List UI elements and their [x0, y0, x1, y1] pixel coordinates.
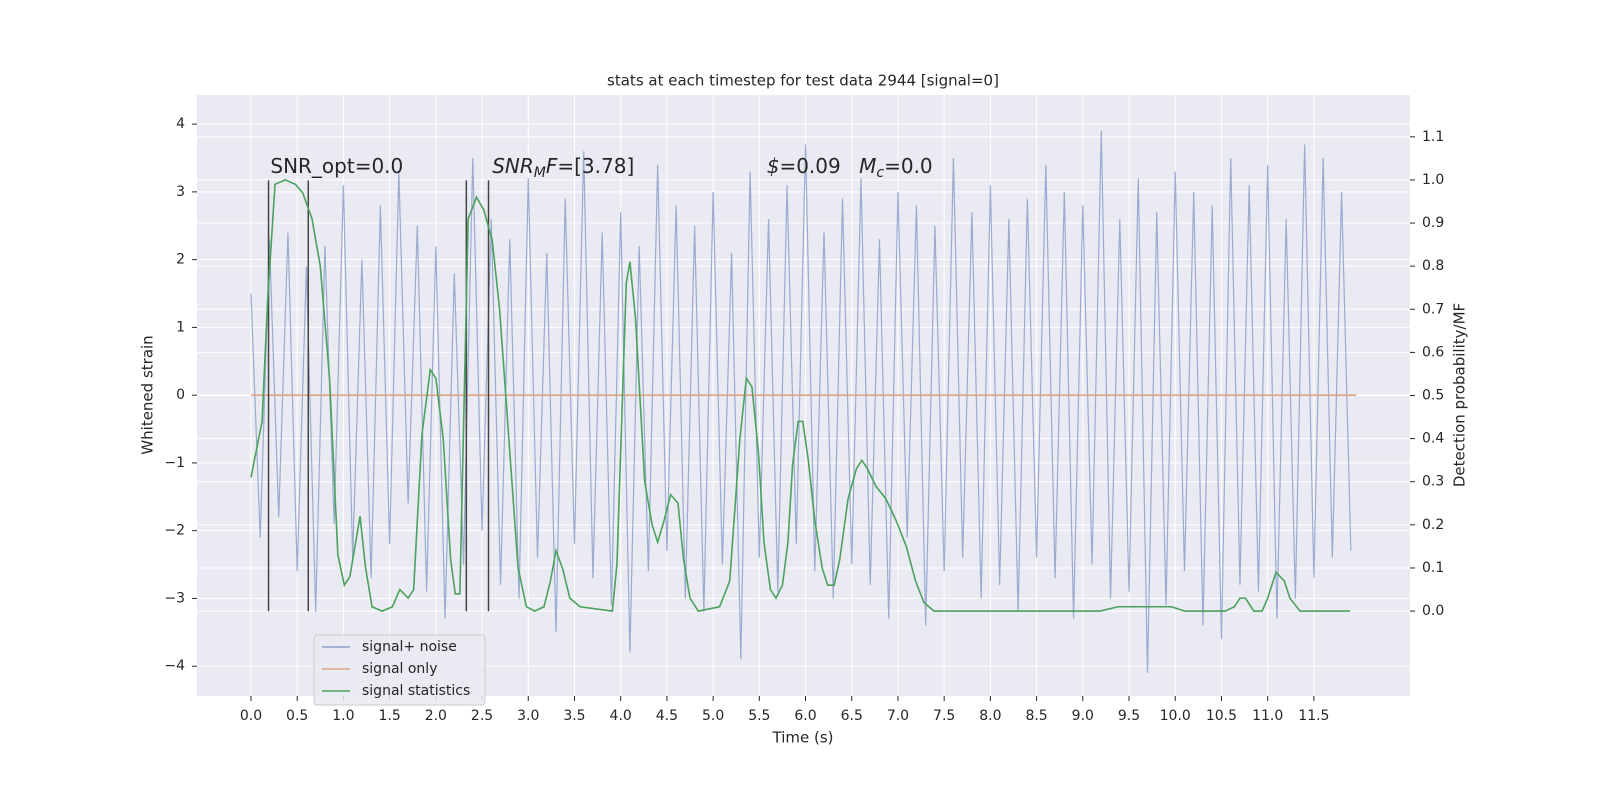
y2-tick-label: 0.5: [1422, 388, 1444, 404]
annotation: SNRMF=[3.78]: [492, 154, 634, 181]
annotation: SNR_opt=0.0: [270, 154, 403, 178]
x-tick-label: 11.5: [1298, 708, 1329, 724]
x-tick-label: 2.0: [425, 708, 447, 724]
y2-axis-label: Detection probability/MF: [1451, 303, 1469, 487]
annotation-part: c: [876, 164, 884, 180]
annotation-part: F: [546, 154, 558, 178]
series-line: [250, 179, 1350, 612]
y2-tick-label: 1.1: [1422, 129, 1444, 145]
y-tick-label: −1: [164, 455, 185, 471]
y2-tick-label: 0.9: [1422, 215, 1444, 231]
x-tick-label: 1.5: [378, 708, 400, 724]
x-tick-label: 0.5: [286, 708, 308, 724]
y2-tick-label: 0.2: [1422, 517, 1444, 533]
y2-tick-label: 1.0: [1422, 172, 1444, 188]
y-axis-label: Whitened strain: [139, 335, 157, 454]
annotation-part: $: [767, 154, 780, 178]
x-tick-label: 4.0: [610, 708, 632, 724]
x-tick-label: 8.0: [979, 708, 1001, 724]
x-tick-label: 3.0: [517, 708, 539, 724]
x-tick-label: 4.5: [656, 708, 678, 724]
x-tick-label: 0.0: [240, 708, 262, 724]
x-tick-label: 6.0: [794, 708, 816, 724]
annotation: Mc=0.0: [859, 154, 933, 181]
annotation-part: =0.0: [884, 154, 933, 178]
x-tick-label: 1.0: [332, 708, 354, 724]
chart-title: stats at each timestep for test data 294…: [607, 72, 999, 90]
y2-tick-label: 0.1: [1422, 560, 1444, 576]
y2-tick-label: 0.3: [1422, 474, 1444, 490]
y2-tick-label: 0.8: [1422, 258, 1444, 274]
x-tick-label: 5.0: [702, 708, 724, 724]
series-line: [250, 130, 1352, 673]
y2-tick-label: 0.6: [1422, 344, 1444, 360]
y-tick-label: 1: [176, 319, 185, 335]
x-tick-label: 10.5: [1206, 708, 1237, 724]
legend-label: signal only: [362, 661, 437, 677]
x-tick-label: 3.5: [563, 708, 585, 724]
x-tick-label: 2.5: [471, 708, 493, 724]
annotation-part: M: [534, 164, 546, 180]
y-tick-label: 4: [176, 116, 185, 132]
x-axis-label: Time (s): [772, 729, 834, 747]
annotation-part: =0.09: [779, 154, 840, 178]
annotation-part: =[3.78]: [557, 154, 634, 178]
legend-label: signal+ noise: [362, 639, 457, 655]
x-tick-label: 8.5: [1025, 708, 1047, 724]
x-tick-label: 9.5: [1118, 708, 1140, 724]
annotation-part: SNR_opt=0.0: [270, 154, 403, 178]
x-tick-label: 5.5: [748, 708, 770, 724]
y-tick-label: −2: [164, 523, 185, 539]
y-tick-label: −4: [164, 658, 185, 674]
legend-box: [313, 634, 486, 706]
annotation-part: SNR: [492, 154, 534, 178]
y-tick-label: 3: [176, 184, 185, 200]
annotation: $=0.09: [767, 154, 841, 178]
x-tick-label: 10.0: [1160, 708, 1191, 724]
y-tick-label: −3: [164, 590, 185, 606]
y-tick-label: 2: [176, 252, 185, 268]
x-tick-label: 7.0: [887, 708, 909, 724]
y2-tick-label: 0.0: [1422, 603, 1444, 619]
annotation-part: M: [859, 154, 876, 178]
legend-label: signal statistics: [362, 683, 470, 699]
x-tick-label: 6.5: [841, 708, 863, 724]
y2-tick-label: 0.4: [1422, 431, 1444, 447]
x-tick-label: 11.0: [1252, 708, 1283, 724]
y2-tick-label: 0.7: [1422, 301, 1444, 317]
y-tick-label: 0: [176, 387, 185, 403]
x-tick-label: 7.5: [933, 708, 955, 724]
x-tick-label: 9.0: [1072, 708, 1094, 724]
